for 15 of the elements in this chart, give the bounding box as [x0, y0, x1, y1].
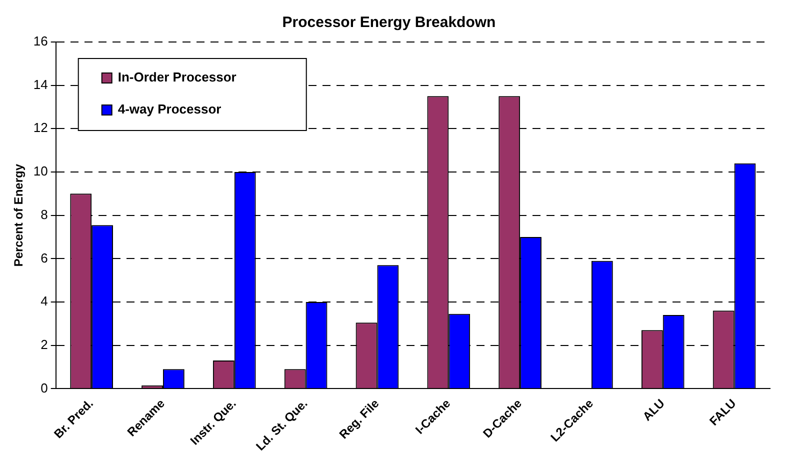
y-tick-label: 8	[40, 206, 48, 222]
y-tick-label: 0	[40, 380, 48, 396]
y-axis-title: Percent of Energy	[12, 164, 26, 267]
x-tick-label: Reg. File	[336, 396, 382, 442]
y-tick-label: 12	[33, 120, 48, 136]
y-tick-label: 14	[33, 76, 48, 92]
y-tick-label: 2	[40, 336, 48, 352]
y-tick-label: 10	[33, 164, 48, 179]
chart-title: Processor Energy Breakdown	[282, 14, 496, 32]
y-tick-label: 6	[40, 250, 48, 266]
y-tick-label: 4	[40, 294, 48, 309]
y-tick-label: 16	[33, 34, 48, 49]
x-tick-label: Ld. St. Que.	[253, 396, 310, 454]
legend-label: 4-way Processor	[118, 102, 222, 117]
legend-label: In-Order Processor	[118, 70, 236, 85]
